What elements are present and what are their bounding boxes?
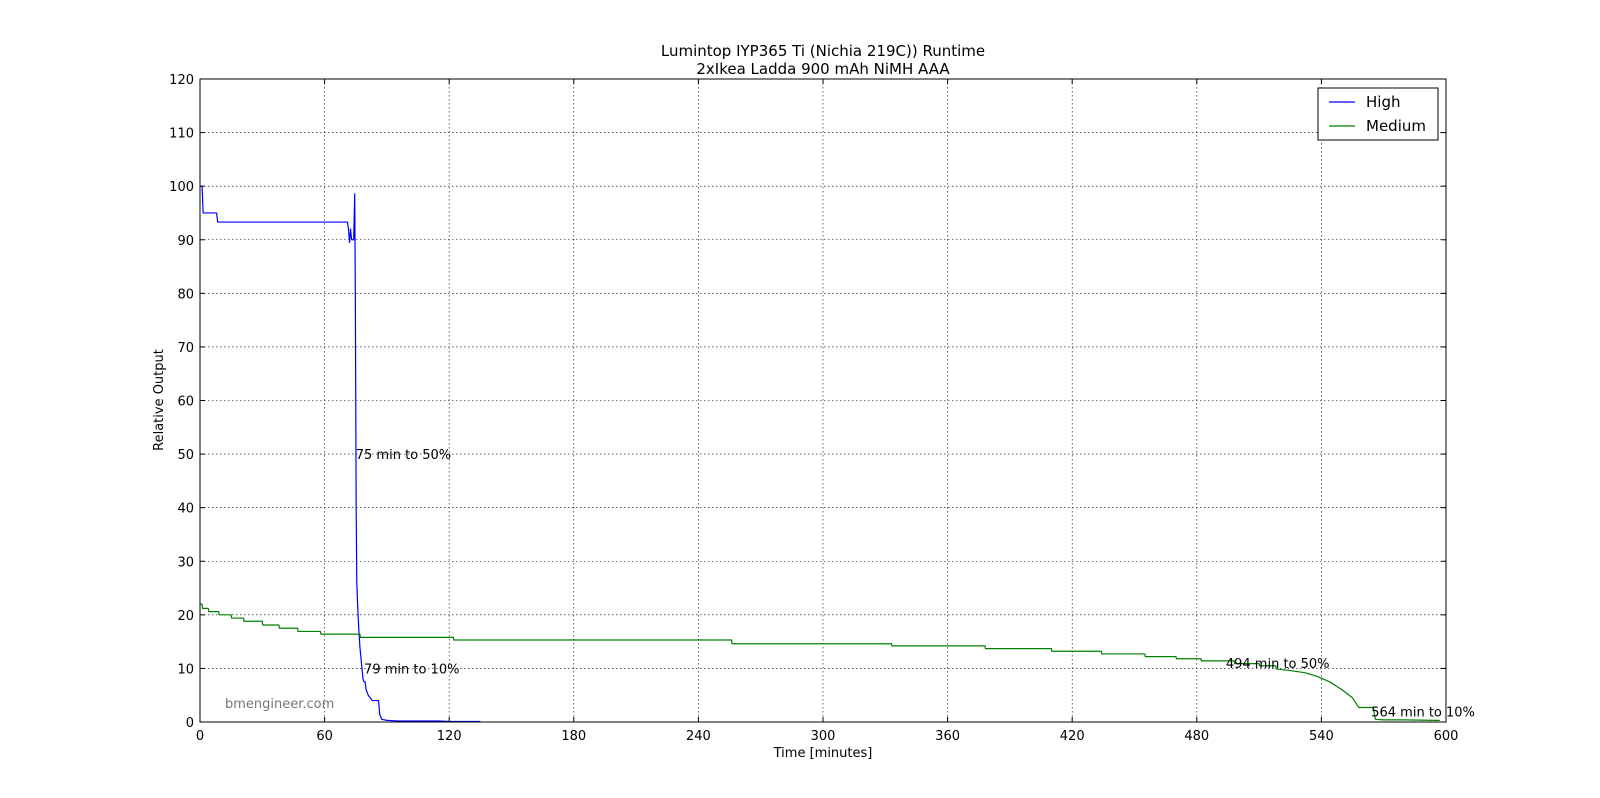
annotation: 79 min to 10%	[364, 662, 459, 677]
y-tick-label: 20	[177, 609, 194, 624]
annotation-group: 75 min to 50% 79 min to 10% 494 min to 50%…	[356, 448, 1475, 720]
y-axis-label: Relative Output	[152, 349, 167, 451]
legend-box	[1317, 87, 1439, 141]
annotation: 494 min to 50%	[1226, 657, 1330, 672]
grid	[199, 78, 1447, 723]
x-tick-label: 540	[1309, 729, 1334, 744]
y-tick-label: 80	[177, 287, 194, 302]
y-tick-label: 10	[177, 662, 194, 677]
legend: High Medium	[1317, 87, 1439, 141]
x-axis-label: Time [minutes]	[773, 746, 873, 761]
x-tick-label: 180	[561, 729, 586, 744]
x-tick-label: 300	[811, 729, 836, 744]
y-tick-label: 60	[177, 395, 194, 410]
y-tick-label: 40	[177, 502, 194, 517]
chart-subtitle: 2xIkea Ladda 900 mAh NiMH AAA	[696, 60, 950, 78]
x-tick-label: 420	[1060, 729, 1085, 744]
series-group	[200, 185, 1440, 723]
y-tick-label: 120	[169, 73, 194, 88]
annotation: 564 min to 10%	[1371, 705, 1475, 720]
tick-group: 0 60 120 180 240 300 360 420 480 540 600 0 10 20 30 40 5…	[169, 73, 1458, 744]
x-tick-label: 600	[1434, 729, 1459, 744]
y-tick-label: 70	[177, 341, 194, 356]
y-tick-label: 100	[169, 180, 194, 195]
legend-label-medium: Medium	[1366, 117, 1426, 135]
x-tick-label: 360	[935, 729, 960, 744]
y-tick-label: 110	[169, 127, 194, 142]
x-tick-label: 240	[686, 729, 711, 744]
x-tick-label: 60	[316, 729, 333, 744]
x-tick-label: 480	[1184, 729, 1209, 744]
series-line-high	[200, 185, 481, 723]
watermark: bmengineer.com	[225, 697, 334, 712]
legend-label-high: High	[1366, 93, 1400, 111]
y-tick-label: 50	[177, 448, 194, 463]
chart-title: Lumintop IYP365 Ti (Nichia 219C)) Runtim…	[661, 42, 985, 60]
x-tick-label: 120	[437, 729, 462, 744]
y-tick-label: 90	[177, 234, 194, 249]
y-tick-label: 0	[186, 716, 194, 731]
series-line-medium	[200, 603, 1440, 721]
y-tick-label: 30	[177, 555, 194, 570]
x-tick-label: 0	[196, 729, 204, 744]
annotation: 75 min to 50%	[356, 448, 451, 463]
